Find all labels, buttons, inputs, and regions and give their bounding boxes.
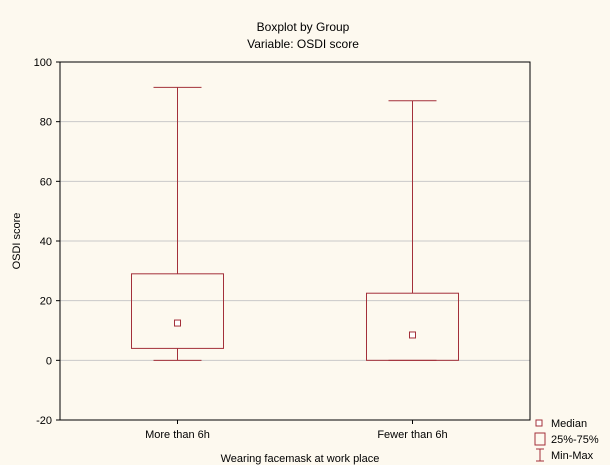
x-tick-label: More than 6h [145, 429, 210, 441]
legend: Median 25%-75% Min-Max [534, 418, 599, 462]
y-tick-label: 0 [46, 355, 52, 367]
y-axis-label: OSDI score [11, 213, 23, 270]
x-axis-ticks: More than 6h Fewer than 6h [145, 420, 448, 441]
x-tick-label: Fewer than 6h [377, 429, 447, 441]
median-marker [174, 319, 181, 327]
y-axis-ticks: -20 0 20 40 60 80 100 [34, 57, 60, 427]
legend-label-box: 25%-75% [551, 434, 599, 446]
legend-label-whisker: Min-Max [551, 450, 594, 462]
legend-box-marker [534, 432, 546, 446]
y-tick-label: 40 [40, 236, 52, 248]
box-series [131, 86, 459, 361]
iqr-box [366, 292, 459, 361]
median-marker [409, 331, 416, 339]
chart-title: Boxplot by Group [257, 20, 350, 34]
box-group [131, 86, 224, 361]
grid-lines [60, 121, 530, 361]
x-axis-label: Wearing facemask at work place [221, 453, 380, 465]
y-tick-label: 20 [40, 296, 52, 308]
legend-median-marker [535, 419, 543, 427]
y-tick-label: -20 [36, 415, 52, 427]
iqr-box [131, 273, 224, 349]
y-tick-label: 60 [40, 176, 52, 188]
legend-label-median: Median [551, 418, 587, 430]
chart-subtitle: Variable: OSDI score [247, 37, 359, 51]
y-tick-label: 80 [40, 117, 52, 129]
box-group [366, 100, 459, 361]
y-tick-label: 100 [34, 57, 52, 69]
